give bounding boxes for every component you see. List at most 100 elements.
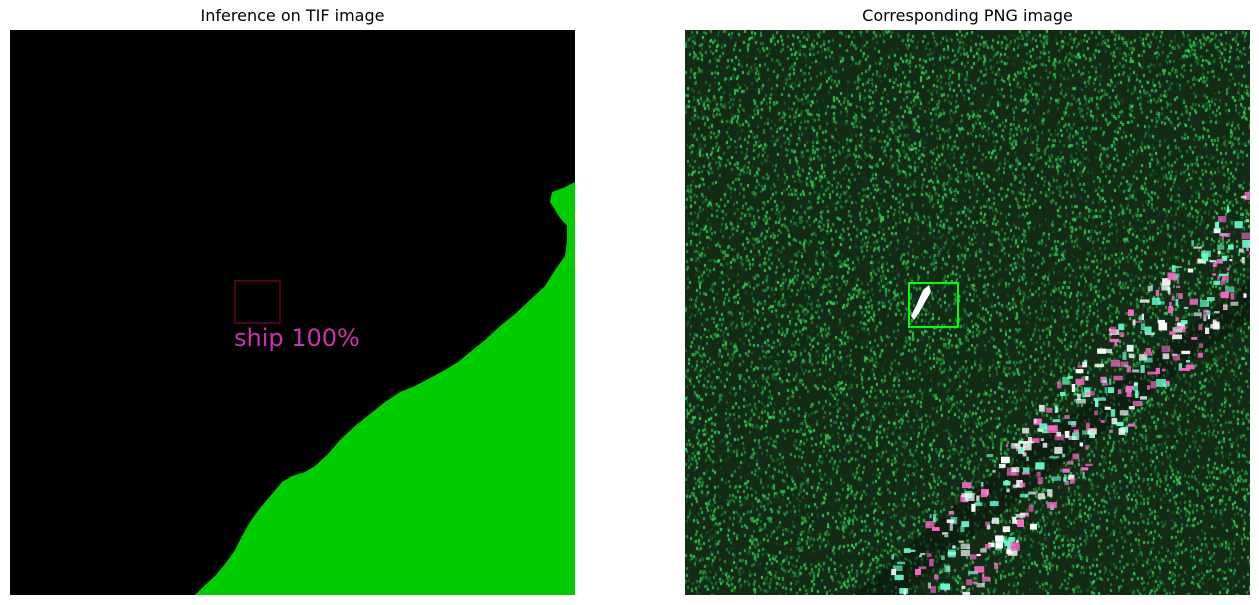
urban-speck <box>1216 258 1223 264</box>
urban-speck <box>958 540 964 543</box>
urban-speck <box>1068 421 1077 425</box>
urban-speck <box>1193 312 1202 317</box>
urban-speck <box>1139 315 1142 321</box>
urban-speck <box>960 543 970 550</box>
urban-speck <box>1037 493 1045 500</box>
urban-speck <box>1056 432 1062 437</box>
urban-speck <box>1075 378 1085 385</box>
urban-speck <box>1094 410 1098 416</box>
urban-speck <box>941 555 945 560</box>
urban-speck <box>933 518 936 522</box>
urban-speck <box>1103 348 1113 354</box>
urban-speck <box>1075 398 1086 404</box>
urban-speck <box>989 501 999 506</box>
urban-speck <box>1033 418 1042 425</box>
urban-speck <box>1034 418 1037 424</box>
urban-speck <box>1180 320 1188 325</box>
urban-speck <box>961 585 966 590</box>
urban-speck <box>1054 446 1063 454</box>
urban-speck <box>1202 253 1209 262</box>
urban-speck <box>1118 323 1125 330</box>
urban-speck <box>1039 427 1047 432</box>
urban-speck <box>1214 260 1217 264</box>
urban-speck <box>1082 361 1087 368</box>
urban-speck <box>1218 273 1229 276</box>
urban-speck <box>1214 222 1219 230</box>
urban-speck <box>1110 409 1116 417</box>
png-overlay <box>855 191 1250 595</box>
urban-speck <box>903 548 911 553</box>
urban-speck <box>1132 319 1136 326</box>
urban-speck <box>1028 491 1037 495</box>
urban-speck <box>1221 279 1226 285</box>
urban-speck <box>980 482 984 487</box>
urban-speck <box>1133 385 1138 392</box>
urban-speck <box>1128 353 1135 359</box>
urban-speck <box>1172 354 1180 361</box>
urban-speck <box>1018 439 1022 442</box>
urban-speck <box>1016 480 1023 487</box>
urban-speck <box>961 493 967 497</box>
urban-speck <box>1226 206 1230 213</box>
urban-speck <box>980 548 987 553</box>
urban-speck <box>1022 452 1027 457</box>
urban-speck <box>1207 314 1210 320</box>
urban-speck <box>1042 430 1049 434</box>
urban-speck <box>1168 306 1174 314</box>
urban-speck <box>1011 442 1021 449</box>
urban-speck <box>1213 280 1221 285</box>
urban-speck <box>1062 377 1070 385</box>
urban-speck <box>1119 410 1129 416</box>
urban-speck <box>952 545 956 549</box>
urban-speck <box>1246 248 1249 252</box>
urban-speck <box>1186 364 1195 369</box>
urban-speck <box>1052 419 1061 423</box>
urban-speck <box>1066 461 1074 465</box>
urban-speck <box>995 535 1004 542</box>
urban-speck <box>1151 297 1161 305</box>
urban-speck <box>1097 348 1106 354</box>
urban-speck <box>960 495 968 502</box>
png-image <box>685 30 1250 595</box>
urban-speck <box>1110 359 1120 367</box>
urban-speck <box>962 482 972 489</box>
urban-speck <box>1171 296 1175 301</box>
urban-speck <box>1084 387 1091 392</box>
urban-speck <box>1168 287 1171 295</box>
urban-speck <box>1103 382 1109 386</box>
urban-speck <box>919 555 922 558</box>
urban-speck <box>1220 291 1229 299</box>
urban-speck <box>1022 427 1030 434</box>
urban-speck <box>1119 332 1125 337</box>
urban-speck <box>1242 240 1250 248</box>
urban-speck <box>969 554 977 560</box>
urban-speck <box>1022 442 1032 451</box>
urban-speck <box>1226 267 1230 271</box>
urban-speck <box>1109 338 1119 343</box>
urban-speck <box>960 525 965 533</box>
ship-signature <box>911 285 931 320</box>
urban-speck <box>1080 467 1089 471</box>
urban-speck <box>1017 519 1024 527</box>
urban-speck <box>1183 306 1189 309</box>
urban-speck <box>1005 444 1008 448</box>
urban-speck <box>1089 433 1094 438</box>
tif-inference-image: ship 100% <box>10 30 575 595</box>
urban-speck <box>1139 299 1150 303</box>
urban-speck <box>918 566 927 570</box>
urban-speck <box>1114 339 1117 347</box>
urban-speck <box>1196 259 1207 264</box>
urban-speck <box>1012 516 1017 524</box>
urban-speck <box>1118 428 1126 435</box>
urban-speck <box>1001 456 1010 464</box>
urban-area <box>891 191 1250 595</box>
urban-speck <box>1018 447 1025 454</box>
urban-speck <box>1067 375 1073 379</box>
urban-speck <box>1035 462 1045 470</box>
urban-speck <box>1209 260 1217 263</box>
urban-speck <box>1172 334 1182 340</box>
urban-speck <box>1245 219 1250 223</box>
urban-speck <box>1176 285 1181 289</box>
urban-speck <box>1128 406 1135 410</box>
urban-speck <box>1147 285 1153 292</box>
